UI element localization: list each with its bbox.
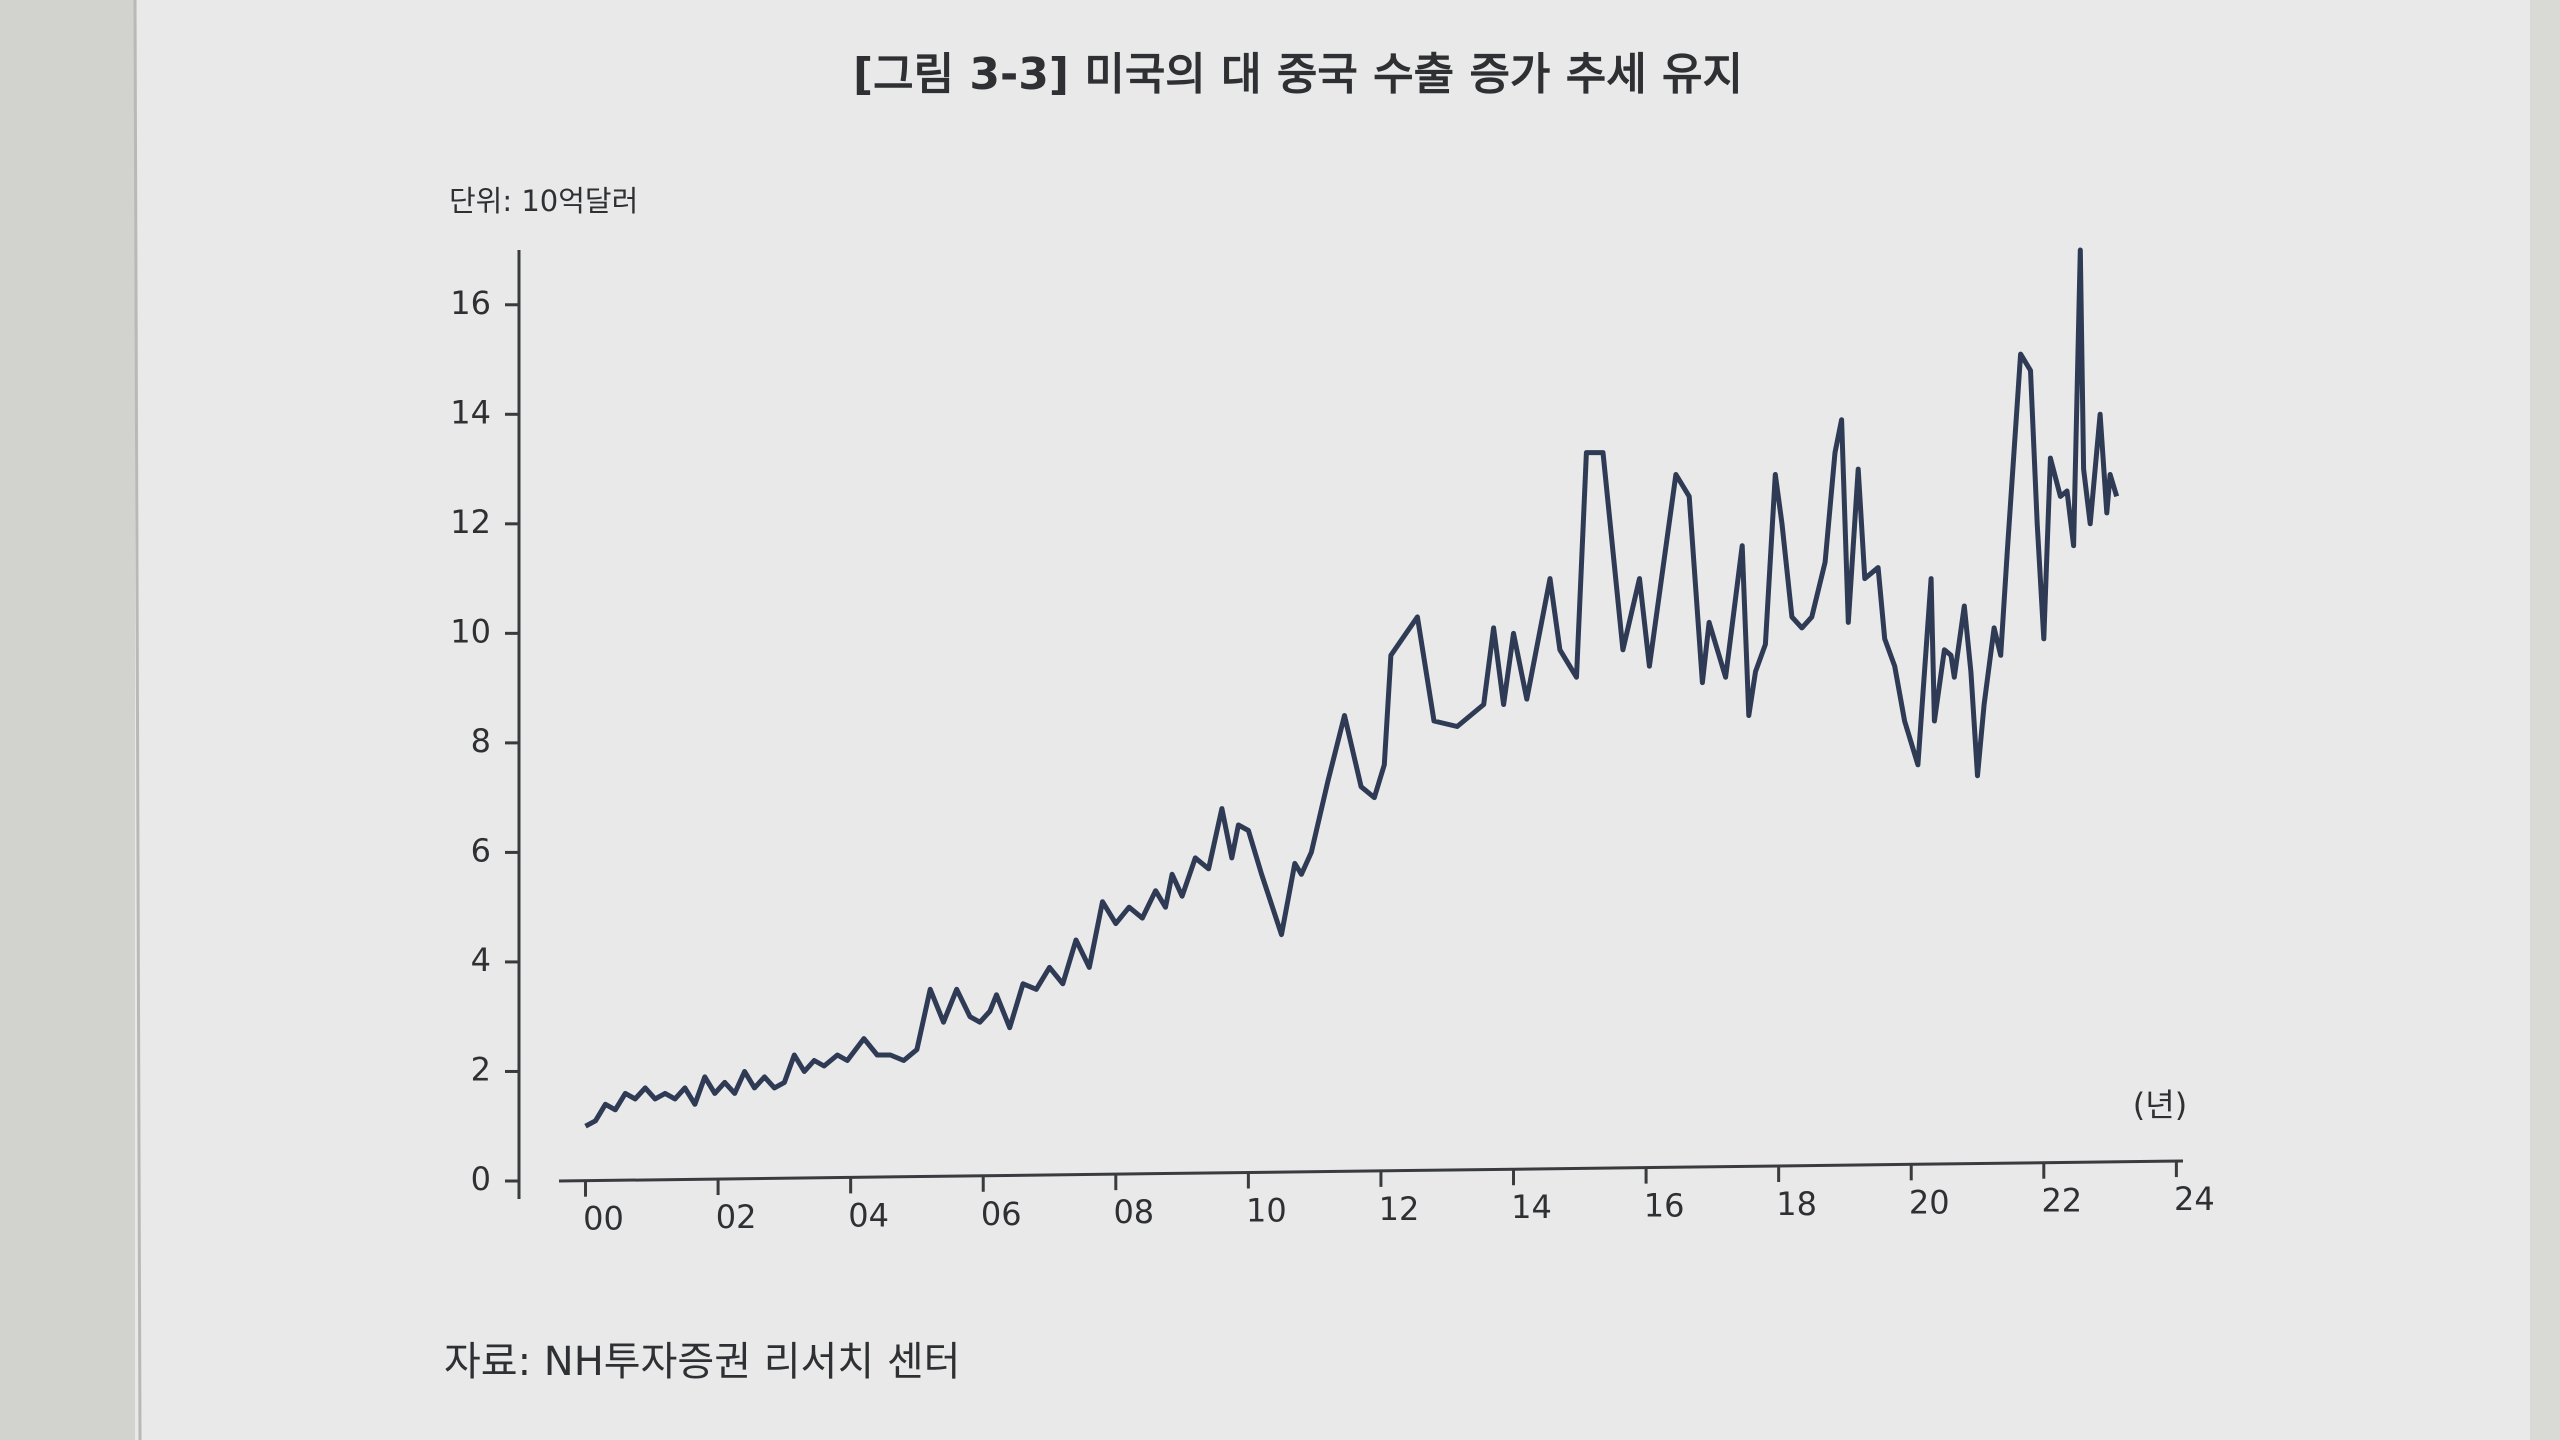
x-tick-label: 16 bbox=[1644, 1187, 1685, 1225]
x-tick-label: 20 bbox=[1909, 1183, 1950, 1221]
x-tick-label: 06 bbox=[981, 1195, 1022, 1233]
y-tick-label: 6 bbox=[471, 831, 491, 869]
page-edge bbox=[133, 0, 142, 1440]
x-tick-label: 14 bbox=[1511, 1188, 1552, 1226]
y-tick-label: 16 bbox=[450, 284, 491, 322]
x-tick-label: 02 bbox=[716, 1198, 757, 1236]
data-line bbox=[584, 247, 2120, 1129]
y-tick-label: 14 bbox=[450, 393, 491, 431]
y-tick-label: 12 bbox=[450, 503, 491, 541]
x-tick-label: 18 bbox=[1776, 1185, 1817, 1223]
page-right-edge bbox=[2530, 0, 2560, 1440]
x-tick-label: 04 bbox=[848, 1196, 889, 1234]
x-tick-label: 12 bbox=[1379, 1190, 1420, 1228]
source-note: 자료: NH투자증권 리서치 센터 bbox=[444, 1339, 960, 1385]
chart-title: [그림 3-3] 미국의 대 중국 수출 증가 추세 유지 bbox=[853, 49, 1743, 100]
y-tick-label: 0 bbox=[471, 1160, 491, 1198]
y-tick-label: 8 bbox=[471, 722, 491, 760]
x-unit-label: (년) bbox=[2133, 1086, 2187, 1124]
x-tick-label: 10 bbox=[1246, 1192, 1287, 1230]
y-tick-label: 10 bbox=[450, 612, 491, 650]
x-tick-label: 00 bbox=[583, 1200, 624, 1238]
x-axis bbox=[558, 1159, 2184, 1183]
x-tick-label: 24 bbox=[2174, 1180, 2215, 1218]
page-gutter bbox=[0, 0, 135, 1440]
y-tick-label: 2 bbox=[471, 1050, 491, 1088]
y-unit-label: 단위: 10억달러 bbox=[449, 184, 638, 218]
x-tick-label: 22 bbox=[2041, 1182, 2082, 1220]
y-tick-label: 4 bbox=[471, 941, 491, 979]
x-tick-label: 08 bbox=[1113, 1193, 1154, 1231]
